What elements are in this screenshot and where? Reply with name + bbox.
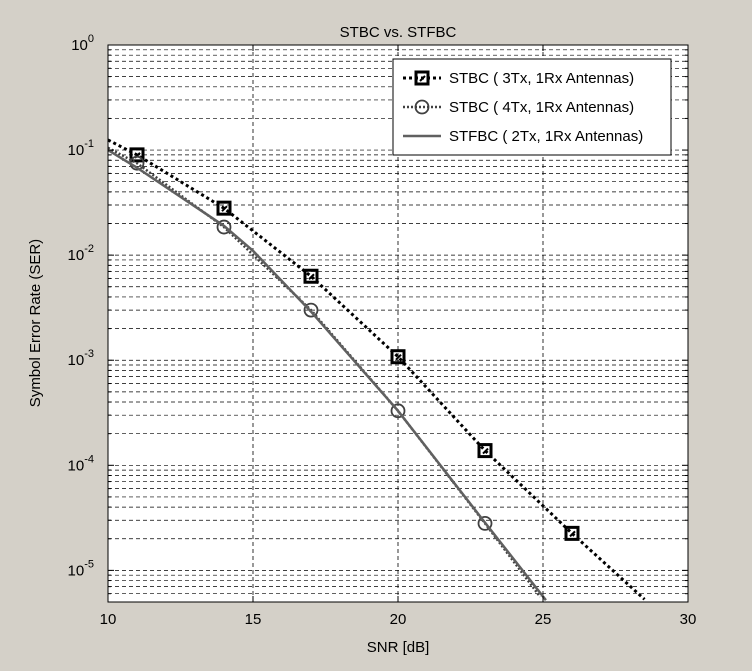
x-tick-label: 20 — [390, 611, 407, 628]
x-tick-label: 30 — [680, 611, 697, 628]
x-tick-label: 10 — [100, 611, 117, 628]
x-axis-label: SNR [dB] — [367, 639, 430, 656]
x-tick-label: 25 — [535, 611, 552, 628]
legend: STBC ( 3Tx, 1Rx Antennas) STBC ( 4Tx, 1Rx… — [393, 59, 671, 155]
legend-label: STBC ( 4Tx, 1Rx Antennas) — [449, 99, 634, 116]
chart-title: STBC vs. STFBC — [340, 24, 457, 41]
legend-label: STFBC ( 2Tx, 1Rx Antennas) — [449, 128, 643, 145]
legend-label: STBC ( 3Tx, 1Rx Antennas) — [449, 70, 634, 87]
x-tick-label: 15 — [245, 611, 262, 628]
y-axis-label: Symbol Error Rate (SER) — [27, 239, 44, 407]
